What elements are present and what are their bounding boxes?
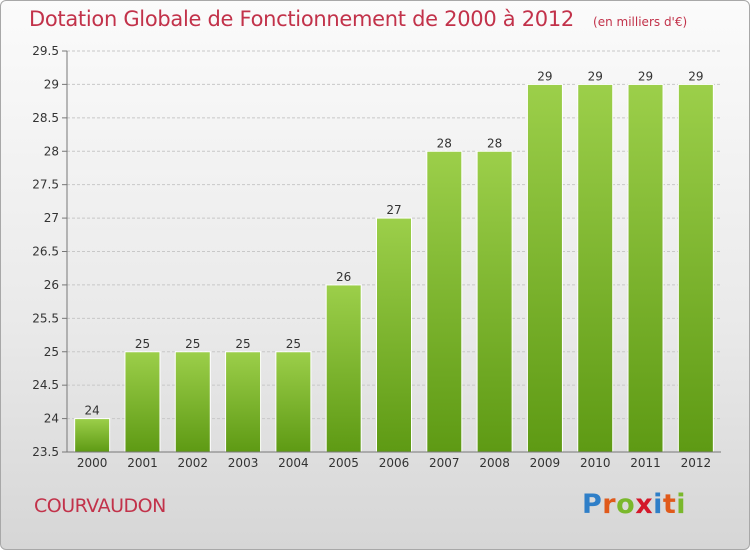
bar [74, 418, 111, 453]
x-tick-label: 2006 [379, 456, 410, 470]
data-label: 28 [487, 136, 502, 150]
y-tick-label: 27 [44, 211, 59, 225]
bar [225, 351, 262, 453]
x-tick-label: 2002 [177, 456, 208, 470]
data-label: 29 [638, 69, 653, 83]
y-tick-label: 26.5 [32, 245, 59, 259]
chart-title: Dotation Globale de Fonctionnement de 20… [29, 7, 574, 31]
bars [74, 83, 714, 453]
y-tick-label: 28.5 [32, 111, 59, 125]
bar [174, 351, 211, 453]
y-tick-label: 23.5 [32, 445, 59, 459]
commune-name: COURVAUDON [34, 495, 166, 517]
x-tick-label: 2007 [429, 456, 460, 470]
data-label: 29 [588, 69, 603, 83]
data-label: 28 [437, 136, 452, 150]
bar [124, 351, 161, 453]
logo-letter: o [616, 489, 636, 520]
data-labels: 24 25 25 25 25 26 27 28 28 29 29 29 29 [85, 69, 704, 417]
bar [376, 217, 412, 453]
y-tick-label: 27.5 [32, 178, 59, 192]
y-tick-label: 25.5 [32, 311, 59, 325]
bar [476, 150, 513, 453]
logo-letter: i [676, 489, 687, 520]
x-tick-label: 2009 [530, 456, 561, 470]
x-tick-label: 2003 [228, 456, 259, 470]
x-tick-label: 2011 [630, 456, 661, 470]
bar [426, 150, 463, 453]
axes [66, 51, 721, 453]
x-tick-label: 2001 [127, 456, 158, 470]
y-tick-label: 25 [44, 345, 59, 359]
x-tick-label: 2005 [328, 456, 359, 470]
x-tick-label: 2012 [681, 456, 712, 470]
y-tick-label: 29.5 [32, 44, 59, 58]
logo-letter: r [602, 489, 617, 520]
data-label: 25 [185, 337, 200, 351]
data-label: 25 [135, 337, 150, 351]
x-tick-label: 2000 [77, 456, 108, 470]
data-label: 29 [537, 69, 552, 83]
bar [275, 351, 312, 453]
bar [577, 83, 614, 453]
data-label: 26 [336, 270, 351, 284]
x-axis-ticks: 2000 2001 2002 2003 2004 2005 2006 2007 2008 2009… [77, 456, 711, 470]
bar [627, 83, 664, 453]
chart-unit: (en milliers d'€) [593, 15, 688, 29]
x-tick-label: 2008 [479, 456, 510, 470]
logo-letter: i [653, 489, 663, 520]
data-label: 25 [235, 337, 250, 351]
y-tick-label: 24 [44, 412, 59, 426]
proxiti-logo: Proxiti [582, 489, 686, 520]
y-tick-label: 24.5 [32, 378, 59, 392]
bar [526, 83, 563, 453]
y-tick-label: 28 [44, 144, 59, 158]
logo-letter: t [662, 489, 677, 520]
data-label: 27 [386, 203, 401, 217]
x-tick-label: 2004 [278, 456, 309, 470]
title-row: Dotation Globale de Fonctionnement de 20… [29, 7, 687, 31]
logo-letter: x [635, 489, 654, 520]
y-tick-label: 26 [44, 278, 59, 292]
y-axis-ticks: 23.5 24 24.5 25 25.5 26 26.5 27 27.5 28 28.5 29 29.5 [32, 44, 67, 459]
bar [677, 83, 714, 453]
y-tick-label: 29 [44, 77, 59, 91]
x-tick-label: 2010 [580, 456, 611, 470]
bar [325, 284, 362, 453]
data-label: 29 [688, 69, 703, 83]
data-label: 25 [286, 337, 301, 351]
logo-letter: P [582, 489, 603, 520]
data-label: 24 [85, 404, 100, 418]
